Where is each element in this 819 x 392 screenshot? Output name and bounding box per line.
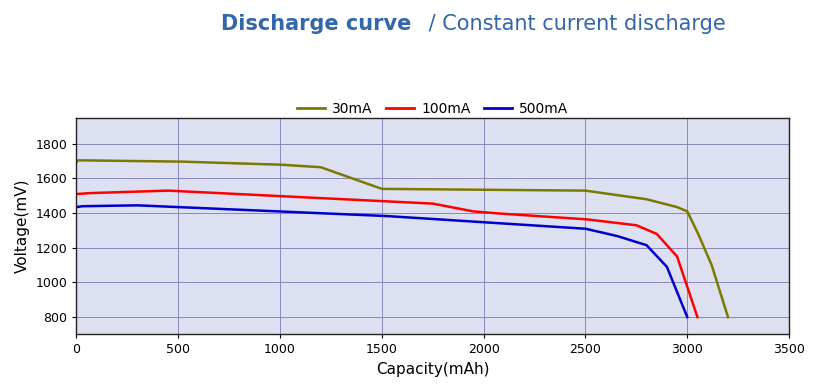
Line: 500mA: 500mA — [76, 205, 686, 317]
100mA — [163, 188, 173, 193]
X-axis label: Capacity(mAh): Capacity(mAh) — [376, 362, 489, 377]
100mA — [636, 225, 646, 230]
30mA — [334, 172, 344, 176]
500mA — [636, 241, 645, 246]
500mA — [681, 315, 691, 319]
30mA — [74, 158, 84, 163]
500mA — [492, 221, 502, 225]
500mA — [467, 219, 477, 224]
Line: 30mA: 30mA — [76, 160, 727, 317]
30mA — [217, 160, 227, 165]
30mA — [349, 177, 359, 181]
100mA — [74, 192, 84, 196]
30mA — [364, 182, 373, 187]
Y-axis label: Voltage(mV): Voltage(mV) — [15, 179, 30, 273]
500mA — [107, 203, 117, 208]
Text: Discharge curve: Discharge curve — [221, 14, 411, 34]
30mA — [186, 160, 196, 164]
100mA — [576, 217, 586, 221]
500mA — [582, 227, 592, 232]
Text: / Constant current discharge: / Constant current discharge — [422, 14, 725, 34]
500mA — [71, 205, 81, 209]
30mA — [71, 160, 81, 164]
100mA — [132, 189, 142, 194]
500mA — [133, 203, 143, 208]
500mA — [210, 206, 219, 211]
30mA — [722, 315, 732, 319]
Line: 100mA: 100mA — [76, 191, 697, 317]
30mA — [387, 187, 396, 191]
100mA — [246, 192, 256, 197]
Legend: 30mA, 100mA, 500mA: 30mA, 100mA, 500mA — [292, 97, 573, 122]
100mA — [71, 192, 81, 196]
100mA — [535, 214, 545, 219]
100mA — [692, 315, 702, 319]
